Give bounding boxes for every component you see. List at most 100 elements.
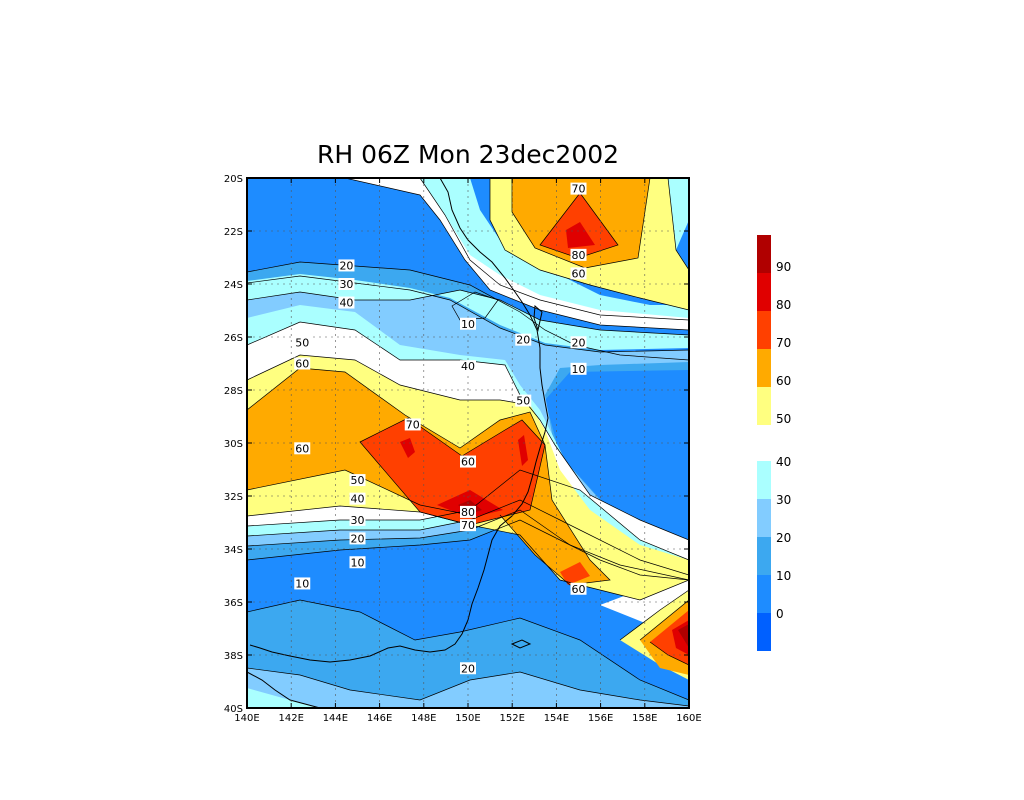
contour-label: 70 xyxy=(572,183,586,196)
y-tick-label: 32S xyxy=(224,492,243,503)
page-title: RH 06Z Mon 23dec2002 xyxy=(316,140,620,169)
colorbar-upper-label: 80 xyxy=(776,298,791,312)
contour-lines xyxy=(247,178,689,707)
rh-band-30-40-corner xyxy=(668,178,689,250)
contour-label-bg xyxy=(349,556,366,569)
x-tick-label: 158E xyxy=(632,713,657,724)
y-tick-label: 36S xyxy=(224,598,243,609)
contour-line xyxy=(511,178,651,269)
x-tick-label: 154E xyxy=(544,713,569,724)
colorbar-upper-label: 90 xyxy=(776,260,791,274)
contour-label: 60 xyxy=(572,267,586,280)
contour-label-bg xyxy=(349,532,366,545)
colorbar: 50 60 70 80 90 0 10 20 30 40 xyxy=(757,235,791,651)
contour-label-bg xyxy=(570,182,587,195)
x-tick-label: 152E xyxy=(499,713,524,724)
y-tick-label: 40S xyxy=(224,704,243,715)
coastline xyxy=(249,178,549,663)
contour-label: 10 xyxy=(461,318,475,331)
contour-label: 20 xyxy=(461,662,475,675)
x-tick-label: 160E xyxy=(676,713,701,724)
contour-line xyxy=(247,469,471,516)
contour-label-bg xyxy=(349,492,366,505)
contour-label: 60 xyxy=(295,358,309,371)
contour-label-bg xyxy=(349,513,366,526)
contour-label-bg xyxy=(570,362,587,375)
contour-label: 20 xyxy=(572,336,586,349)
contour-line xyxy=(247,275,689,353)
colorbar-upper-swatch xyxy=(757,273,771,311)
y-tick-label: 34S xyxy=(224,545,243,556)
contour-line xyxy=(667,178,689,271)
contour-label: 60 xyxy=(461,456,475,469)
contour-label-bg xyxy=(294,357,311,370)
contour-label: 30 xyxy=(351,514,365,527)
contour-label-bg xyxy=(294,577,311,590)
contour-line xyxy=(247,505,689,601)
contour-label: 10 xyxy=(351,556,365,569)
contour-line xyxy=(247,519,689,581)
colorbar-upper-swatch xyxy=(757,387,771,425)
rh-contour-field xyxy=(247,178,689,708)
rh-band-40-50-north xyxy=(345,178,689,330)
colorbar-upper-label: 50 xyxy=(776,412,791,426)
map-axes: 140E 142E 144E 146E 148E 150E 152E 154E 156E 158E… xyxy=(224,174,702,724)
contour-line xyxy=(247,289,689,336)
contour-label-bg xyxy=(515,333,532,346)
x-tick-label: 140E xyxy=(234,713,259,724)
rh-band-30-40-north xyxy=(420,178,689,320)
rh-band-70-80-se xyxy=(650,610,689,665)
colorbar-lower-swatch xyxy=(757,613,771,651)
contour-label: 20 xyxy=(339,259,353,272)
y-tick-label: 20S xyxy=(224,174,243,185)
colorbar-upper-swatch xyxy=(757,349,771,387)
contour-label-bg xyxy=(338,296,355,309)
coastline xyxy=(247,671,321,708)
contour-label: 10 xyxy=(572,363,586,376)
y-tick-label: 22S xyxy=(224,227,243,238)
x-tick-label: 142E xyxy=(278,713,303,724)
contour-label: 80 xyxy=(461,506,475,519)
contour-line xyxy=(419,178,689,321)
colorbar-lower-swatch xyxy=(757,499,771,537)
contour-label: 40 xyxy=(461,360,475,373)
x-tick-label: 156E xyxy=(588,713,613,724)
contour-label-bg xyxy=(570,582,587,595)
contour-label-bg xyxy=(570,267,587,280)
colorbar-lower-label: 40 xyxy=(776,455,791,469)
contour-label: 50 xyxy=(516,395,530,408)
y-tick-label: 30S xyxy=(224,439,243,450)
colorbar-lower-label: 10 xyxy=(776,569,791,583)
colorbar-upper-label: 60 xyxy=(776,374,791,388)
contour-line xyxy=(451,291,499,321)
contour-label: 80 xyxy=(572,249,586,262)
contour-label: 60 xyxy=(572,583,586,596)
contour-label-bg xyxy=(460,360,476,373)
contour-line xyxy=(489,178,689,311)
rh-band-80-90-b xyxy=(518,435,528,466)
contour-label-bg xyxy=(294,442,311,455)
x-tick-label: 148E xyxy=(411,713,436,724)
map-grid xyxy=(247,178,689,708)
x-tick-label: 150E xyxy=(455,713,480,724)
y-tick-label: 26S xyxy=(224,333,243,344)
y-tick-label: 38S xyxy=(224,651,243,662)
contour-label: 20 xyxy=(351,532,365,545)
contour-label: 70 xyxy=(406,418,420,431)
colorbar-lower-swatch xyxy=(757,461,771,499)
y-tick-label: 24S xyxy=(224,280,243,291)
coastline xyxy=(510,639,532,649)
x-tick-label: 144E xyxy=(323,713,348,724)
x-tick-label: 146E xyxy=(367,713,392,724)
contour-label-bg xyxy=(294,336,311,349)
contour-line xyxy=(247,599,689,701)
contour-label-bg xyxy=(460,317,476,330)
coastline xyxy=(533,304,543,332)
colorbar-upper-label: 70 xyxy=(776,336,791,350)
colorbar-upper-swatch xyxy=(757,311,771,349)
colorbar-upper-swatch xyxy=(757,235,771,273)
contour-label-bg xyxy=(570,248,587,261)
contour-label-bg xyxy=(338,278,355,290)
contour-line xyxy=(639,599,689,641)
